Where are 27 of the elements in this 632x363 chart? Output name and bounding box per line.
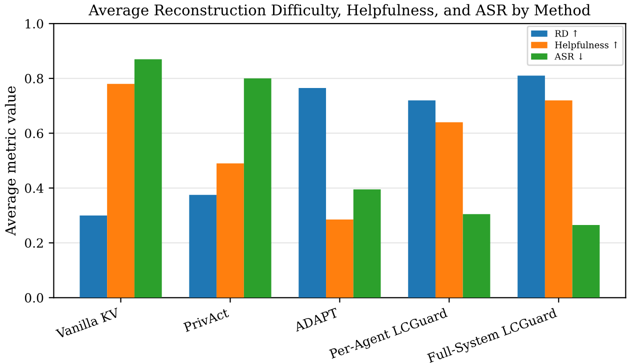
y-tick-label: 0.0 [24, 293, 44, 303]
bar [518, 76, 545, 298]
y-tick-label: 0.4 [24, 184, 44, 193]
y-tick-label: 0.2 [24, 238, 43, 248]
bar [572, 225, 600, 298]
y-tick-label: 0.8 [24, 74, 44, 84]
chart-title: Average Reconstruction Difficulty, Helpfulness, and ASR by Method [88, 4, 590, 18]
bar [189, 194, 217, 298]
y-axis-title: Average metric value [4, 86, 19, 236]
bar [244, 78, 272, 298]
bar [462, 214, 490, 298]
bar [216, 163, 244, 298]
bar [298, 88, 326, 298]
bar [107, 84, 134, 298]
legend-label: Helpfulness ↑ [555, 41, 618, 50]
bar [408, 100, 436, 298]
y-tick-label: 1.0 [26, 19, 44, 29]
bar [326, 220, 354, 298]
legend-label: ASR ↓ [554, 52, 583, 60]
bar [353, 189, 381, 298]
y-tick-label: 0.6 [24, 128, 44, 138]
legend-label: RD ↑ [555, 30, 578, 37]
bar [134, 59, 162, 298]
bar [544, 100, 572, 298]
x-tick-label: Vanilla KV [55, 307, 120, 339]
bar [80, 215, 108, 298]
bar [435, 122, 463, 298]
